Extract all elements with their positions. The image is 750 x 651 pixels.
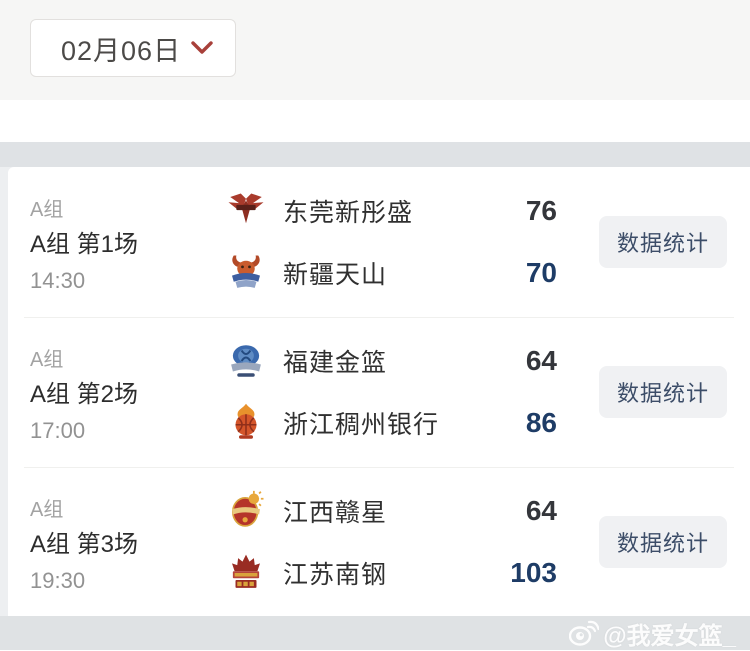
- team-name: 江西赣星: [283, 499, 388, 527]
- top-bar: 02月06日: [0, 0, 750, 100]
- stats-button[interactable]: 数据统计: [599, 366, 727, 418]
- weibo-watermark: @我爱女篮_: [569, 616, 736, 651]
- match-label: A组 第1场: [30, 231, 139, 258]
- zhejiang-chouzhou-logo-icon: [225, 400, 267, 446]
- team-line: 浙江稠州银行 86: [225, 396, 557, 450]
- content-strip: A组 A组 第1场 14:30 东莞新彤盛 76: [0, 167, 750, 616]
- stats-button[interactable]: 数据统计: [599, 516, 727, 568]
- team-name: 浙江稠州银行: [283, 411, 440, 439]
- match-time: 17:00: [30, 418, 86, 443]
- match-3-actions: 数据统计: [599, 467, 750, 617]
- watermark-handle: @我爱女篮_: [603, 622, 736, 650]
- stats-button[interactable]: 数据统计: [599, 216, 727, 268]
- spacer-band: [0, 100, 750, 142]
- team-line: 江西赣星 64: [225, 484, 557, 538]
- match-row-3: A组 A组 第3场 19:30 江西赣星 64: [8, 467, 750, 617]
- match-2-info: A组 A组 第2场 17:00: [8, 317, 225, 467]
- match-group: A组: [30, 199, 64, 221]
- xinjiang-tianshan-logo-icon: [225, 250, 267, 296]
- fujian-jinlan-logo-icon: [225, 338, 267, 384]
- match-2-teams: 福建金篮 64 浙江稠州银行 86: [225, 317, 599, 467]
- match-2-actions: 数据统计: [599, 317, 750, 467]
- match-1-info: A组 A组 第1场 14:30: [8, 167, 225, 317]
- team-name: 东莞新彤盛: [283, 199, 414, 227]
- team-name: 福建金篮: [283, 349, 388, 377]
- team-score: 64: [525, 495, 557, 526]
- match-row-1: A组 A组 第1场 14:30 东莞新彤盛 76: [8, 167, 750, 317]
- team-line: 福建金篮 64: [225, 334, 557, 388]
- dongguan-xintongsheng-logo-icon: [225, 188, 267, 234]
- matches-card: A组 A组 第1场 14:30 东莞新彤盛 76: [8, 167, 750, 616]
- date-dropdown[interactable]: 02月06日: [30, 19, 236, 77]
- match-1-teams: 东莞新彤盛 76 新疆天山 70: [225, 167, 599, 317]
- match-1-actions: 数据统计: [599, 167, 750, 317]
- team-line: 江苏南钢 103: [225, 546, 557, 600]
- team-score: 64: [525, 345, 557, 376]
- team-name: 新疆天山: [283, 261, 388, 289]
- match-label: A组 第2场: [30, 381, 139, 408]
- team-line: 新疆天山 70: [225, 246, 557, 300]
- date-dropdown-value: 02月06日: [61, 35, 182, 66]
- match-group: A组: [30, 349, 64, 371]
- team-score: 76: [525, 195, 557, 226]
- match-3-info: A组 A组 第3场 19:30: [8, 467, 225, 617]
- team-score: 103: [510, 557, 557, 588]
- chevron-down-icon: [191, 41, 213, 54]
- team-name: 江苏南钢: [283, 561, 388, 589]
- jiangsu-nangang-logo-icon: [225, 550, 267, 596]
- jiangxi-ganxing-logo-icon: [225, 488, 267, 534]
- weibo-icon: [569, 620, 600, 646]
- match-row-2: A组 A组 第2场 17:00 福建金篮 64: [8, 317, 750, 467]
- team-score: 86: [525, 407, 557, 438]
- match-label: A组 第3场: [30, 531, 139, 558]
- team-score: 70: [525, 257, 557, 288]
- team-line: 东莞新彤盛 76: [225, 184, 557, 238]
- match-3-teams: 江西赣星 64 江苏南钢 103: [225, 467, 599, 617]
- match-time: 14:30: [30, 268, 86, 293]
- match-group: A组: [30, 499, 64, 521]
- footer-band: @我爱女篮_: [0, 616, 750, 650]
- match-time: 19:30: [30, 568, 86, 593]
- section-divider-band: [0, 142, 750, 167]
